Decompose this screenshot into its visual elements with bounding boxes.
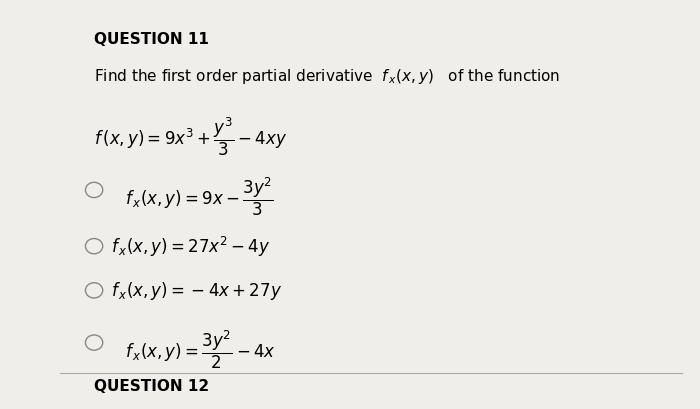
Text: QUESTION 11: QUESTION 11 [94,32,209,47]
Text: $f\,(x,y) = 9x^3 + \dfrac{y^3}{3} - 4xy$: $f\,(x,y) = 9x^3 + \dfrac{y^3}{3} - 4xy$ [94,115,287,157]
Text: $f_{\,x}(x,y) = 9x - \dfrac{3y^2}{3}$: $f_{\,x}(x,y) = 9x - \dfrac{3y^2}{3}$ [125,175,274,218]
Text: $f_{\,x}(x,y) = 27x^2 - 4y$: $f_{\,x}(x,y) = 27x^2 - 4y$ [111,234,271,258]
Text: Find the first order partial derivative  $f_{\,x}(x,y)$   of the function: Find the first order partial derivative … [94,67,561,86]
Text: QUESTION 12: QUESTION 12 [94,378,209,393]
Text: $f_{\,x}(x,y) = \dfrac{3y^2}{2} - 4x$: $f_{\,x}(x,y) = \dfrac{3y^2}{2} - 4x$ [125,328,276,370]
Text: $f_{\,x}(x,y) = -4x + 27y$: $f_{\,x}(x,y) = -4x + 27y$ [111,280,283,301]
